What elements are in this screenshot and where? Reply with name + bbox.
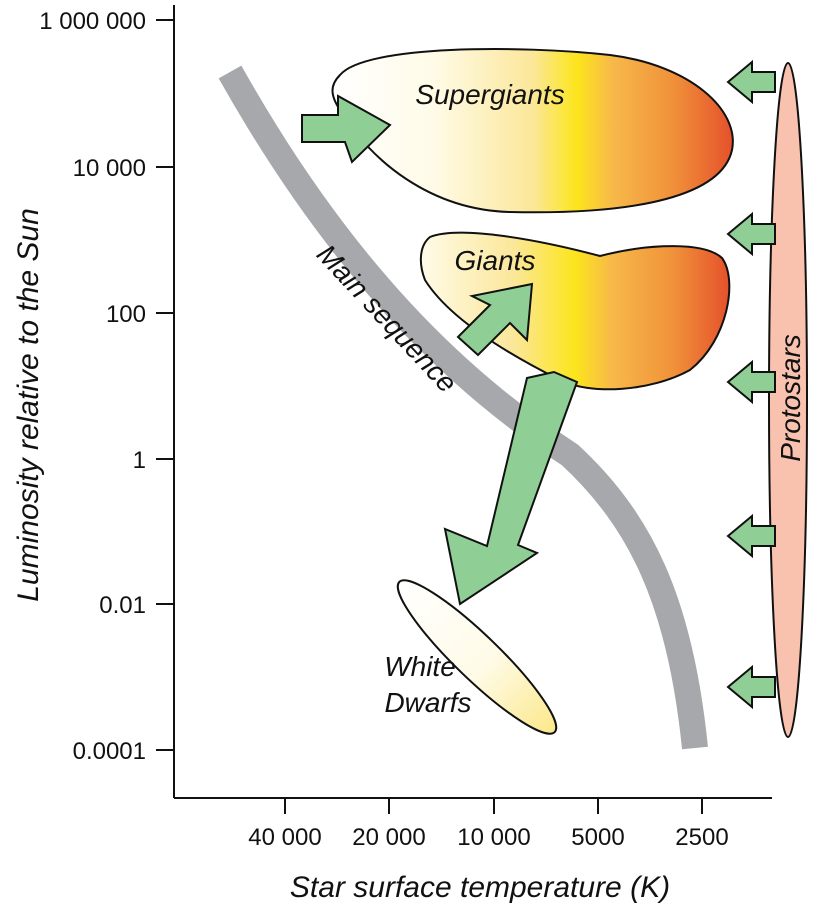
y-tick-label: 10 000 (73, 155, 146, 182)
protostar-arrow (726, 513, 776, 559)
arrow-to-white-dwarfs (443, 370, 579, 606)
x-tick-label: 2500 (675, 824, 728, 851)
x-axis-title: Star surface temperature (K) (290, 871, 670, 904)
protostar-arrow (726, 211, 776, 257)
protostar-arrow (726, 664, 776, 710)
supergiants-label: Supergiants (415, 79, 564, 110)
x-tick-label: 10 000 (457, 824, 530, 851)
protostar-arrow (726, 359, 776, 405)
y-axis-title: Luminosity relative to the Sun (12, 208, 45, 602)
white-dwarfs-label-line2: Dwarfs (384, 687, 471, 718)
protostars-label: Protostars (775, 334, 806, 462)
x-tick-label: 40 000 (248, 824, 321, 851)
white-dwarfs-region (396, 579, 558, 735)
giants-region (419, 231, 731, 391)
y-tick-label: 1 (133, 447, 146, 474)
x-tick-label: 5000 (571, 824, 624, 851)
y-ticks: 1 000 000 10 000 100 1 0.01 0.0001 (39, 8, 174, 765)
arrow-to-giants (456, 282, 534, 357)
protostars-region (768, 62, 808, 738)
y-tick-label: 0.0001 (73, 738, 146, 765)
y-tick-label: 0.01 (99, 592, 146, 619)
y-tick-label: 100 (106, 301, 146, 328)
giants-label: Giants (455, 245, 536, 276)
y-tick-label: 1 000 000 (39, 8, 146, 35)
white-dwarfs-label-line1: White (384, 651, 456, 682)
supergiants-region (331, 48, 734, 214)
x-tick-label: 20 000 (352, 824, 425, 851)
x-ticks: 40 000 20 000 10 000 5000 2500 (248, 798, 729, 851)
protostar-arrows (726, 59, 776, 710)
protostar-arrow (726, 59, 776, 105)
arrow-to-supergiants (301, 94, 392, 164)
